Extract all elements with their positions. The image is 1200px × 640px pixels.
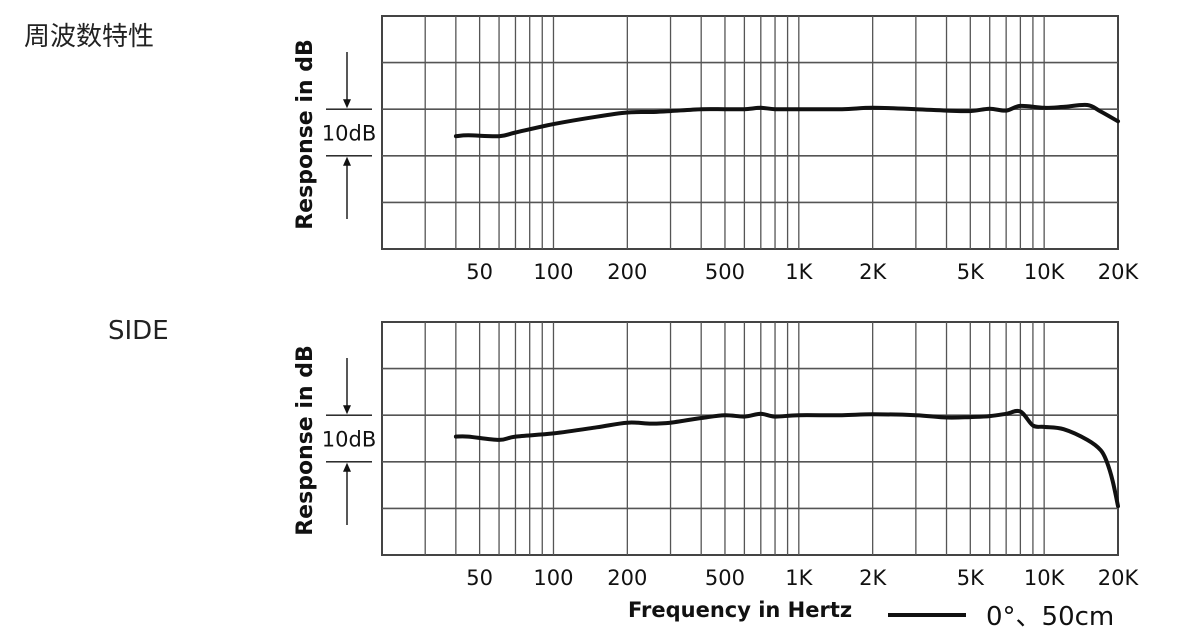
y-axis-label: Response in dB xyxy=(293,39,318,230)
x-tick-label: 500 xyxy=(705,260,745,284)
plot-frame xyxy=(381,321,1119,556)
series-line-1 xyxy=(453,408,1120,509)
series-line-0 xyxy=(453,102,1120,139)
y-axis-label: Response in dB xyxy=(293,345,318,536)
x-tick-label: 200 xyxy=(607,566,647,590)
x-tick-label: 1K xyxy=(785,260,813,284)
x-tick-label: 2K xyxy=(859,260,887,284)
scale-label: 10dB xyxy=(322,122,376,146)
scale-label: 10dB xyxy=(322,428,376,452)
x-tick-label: 5K xyxy=(957,566,985,590)
scale-arrow-down-icon xyxy=(343,99,351,109)
x-tick-label: 2K xyxy=(859,566,887,590)
x-tick-label: 10K xyxy=(1024,260,1066,284)
chart-title-top: 周波数特性 xyxy=(24,22,155,52)
x-tick-label: 50 xyxy=(466,260,493,284)
chart-title-side: SIDE xyxy=(108,316,169,346)
x-tick-label: 5K xyxy=(957,260,985,284)
scale-arrow-down-icon xyxy=(343,405,351,415)
legend-label: 0°、50cm xyxy=(986,602,1115,632)
x-axis-title: Frequency in Hertz xyxy=(628,598,853,622)
x-tick-label: 20K xyxy=(1098,260,1140,284)
x-tick-label: 20K xyxy=(1098,566,1140,590)
x-tick-label: 200 xyxy=(607,260,647,284)
frequency-response-chart-top: 50 100 200 500 1K 2K 5K 10K 20K Response in dB 10d… xyxy=(293,15,1140,284)
x-tick-label: 10K xyxy=(1024,566,1066,590)
scale-arrow-up-icon xyxy=(343,156,351,166)
scale-arrow-up-icon xyxy=(343,462,351,472)
frequency-response-chart-side: 50 100 200 500 1K 2K 5K 10K 20K Response in dB 10d… xyxy=(293,321,1140,590)
x-tick-label: 100 xyxy=(533,566,573,590)
plot-frame xyxy=(381,15,1119,250)
x-tick-label: 1K xyxy=(785,566,813,590)
chart-footer: Frequency in Hertz 0°、50cm xyxy=(0,596,1200,636)
legend-line-swatch xyxy=(888,613,966,617)
x-tick-label: 100 xyxy=(533,260,573,284)
x-tick-label: 50 xyxy=(466,566,493,590)
x-tick-label: 500 xyxy=(705,566,745,590)
